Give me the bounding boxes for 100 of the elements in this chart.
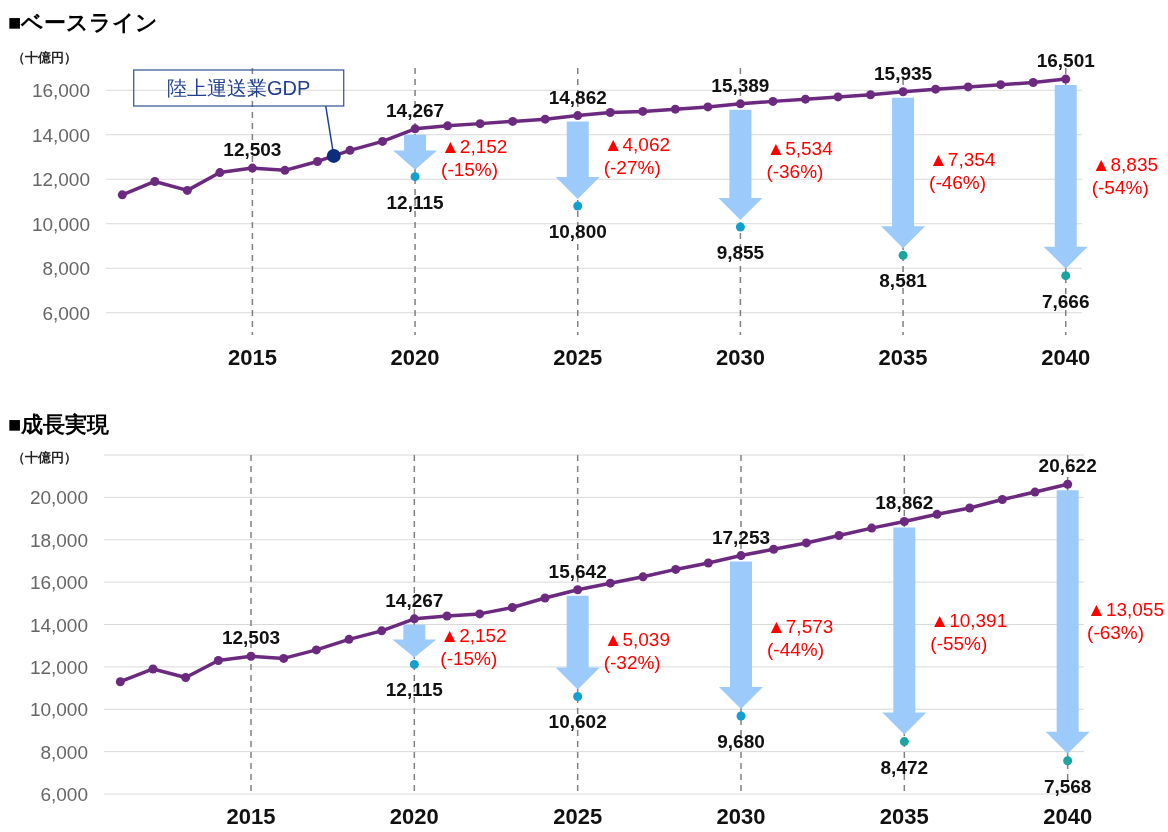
data-label: 10,602 [548,711,607,733]
y-tick-label: 16,000 [29,572,88,594]
point [800,94,810,104]
annotation: ▲7,354 (-46%) [929,149,996,194]
point [997,494,1007,504]
data-label: 15,389 [711,74,770,96]
point [899,737,909,747]
point [443,121,453,131]
point [866,90,876,100]
x-tick-label: 2040 [1043,804,1093,829]
point [215,168,225,178]
y-axis-title: （十億円） [12,50,77,65]
point [344,634,354,644]
point [801,538,811,548]
y-tick-label: 14,000 [31,124,90,146]
point [181,672,191,682]
x-tick-label: 2040 [1041,345,1091,370]
point [735,99,745,109]
point [148,664,158,674]
y-tick-label: 8,000 [42,258,90,280]
data-label: 17,253 [711,526,771,548]
x-tick-label: 2025 [553,345,603,370]
x-tick-label: 2035 [879,804,929,829]
annotation: ▲8,835 (-54%) [1091,153,1159,198]
point [834,531,844,541]
chart-title: ■ベースライン [8,10,159,35]
data-label: 15,935 [874,62,933,84]
point [442,611,452,621]
x-tick-label: 2015 [227,345,277,370]
data-label: 12,503 [221,627,281,649]
data-label: 7,568 [1043,775,1092,797]
y-tick-label: 12,000 [31,169,90,191]
point [965,503,975,513]
point [507,603,517,613]
point [409,659,419,669]
point [540,114,550,124]
point [671,564,681,574]
point [703,102,713,112]
x-tick-label: 2030 [716,804,766,829]
point [638,572,648,582]
point [703,558,713,568]
point [736,551,746,561]
data-label: 12,503 [223,139,282,161]
annotation: ▲13,055 (-63%) [1087,599,1164,644]
annotation: ▲7,573 (-44%) [767,616,834,661]
point [638,106,648,116]
chart-title: ■成長実現 [8,412,111,437]
point [573,201,583,211]
point [736,711,746,721]
point [246,651,256,661]
x-tick-label: 2025 [553,804,603,829]
point [213,656,223,666]
point [573,111,583,121]
point [279,653,289,663]
y-tick-label: 8,000 [40,741,88,763]
point [1061,271,1071,281]
y-tick-label: 18,000 [29,529,88,551]
annotation: ▲10,391 (-55%) [930,609,1008,654]
point [540,593,550,603]
point [410,124,420,134]
data-label: 9,680 [717,731,765,753]
point [182,185,192,195]
point [605,108,615,117]
point [605,578,615,588]
point [410,172,420,182]
x-tick-label: 2020 [389,804,439,829]
point [573,585,583,595]
point [573,692,583,701]
annotation: ▲2,152 (-15%) [441,136,508,180]
data-label: 16,501 [1036,50,1096,72]
point [735,222,745,232]
point [833,92,843,102]
data-label: 20,622 [1038,455,1097,477]
point [899,516,909,526]
y-tick-label: 10,000 [29,699,88,721]
x-tick-label: 2030 [715,345,765,370]
point [932,509,942,519]
point [247,163,257,173]
point [1061,74,1071,84]
annotation: ▲5,039 (-32%) [603,628,671,673]
y-tick-label: 20,000 [29,487,88,509]
annotation: ▲5,534 (-36%) [766,138,834,183]
point [150,176,160,186]
data-label: 8,581 [879,270,928,292]
point [898,250,908,260]
x-tick-label: 2020 [390,345,440,370]
point [117,190,127,200]
x-tick-label: 2015 [226,804,276,829]
point [312,156,322,166]
point [898,87,908,97]
annotation: ▲4,062 (-27%) [603,133,671,178]
point [475,119,485,129]
data-label: 14,267 [385,589,444,611]
point [996,80,1006,90]
data-label: 18,862 [875,492,934,514]
point [1063,479,1073,489]
point [769,544,779,554]
data-label: 12,115 [386,191,445,213]
point [670,104,680,114]
point [1028,77,1038,87]
